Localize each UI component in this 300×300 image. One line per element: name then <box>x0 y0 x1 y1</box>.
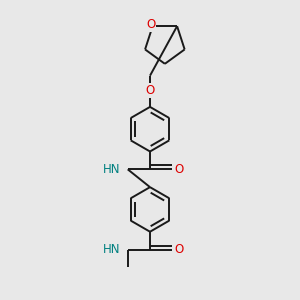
Text: O: O <box>146 84 154 97</box>
Text: O: O <box>146 18 156 31</box>
Text: O: O <box>174 163 184 176</box>
Text: HN: HN <box>103 163 120 176</box>
Text: O: O <box>174 243 184 256</box>
Text: HN: HN <box>103 243 120 256</box>
